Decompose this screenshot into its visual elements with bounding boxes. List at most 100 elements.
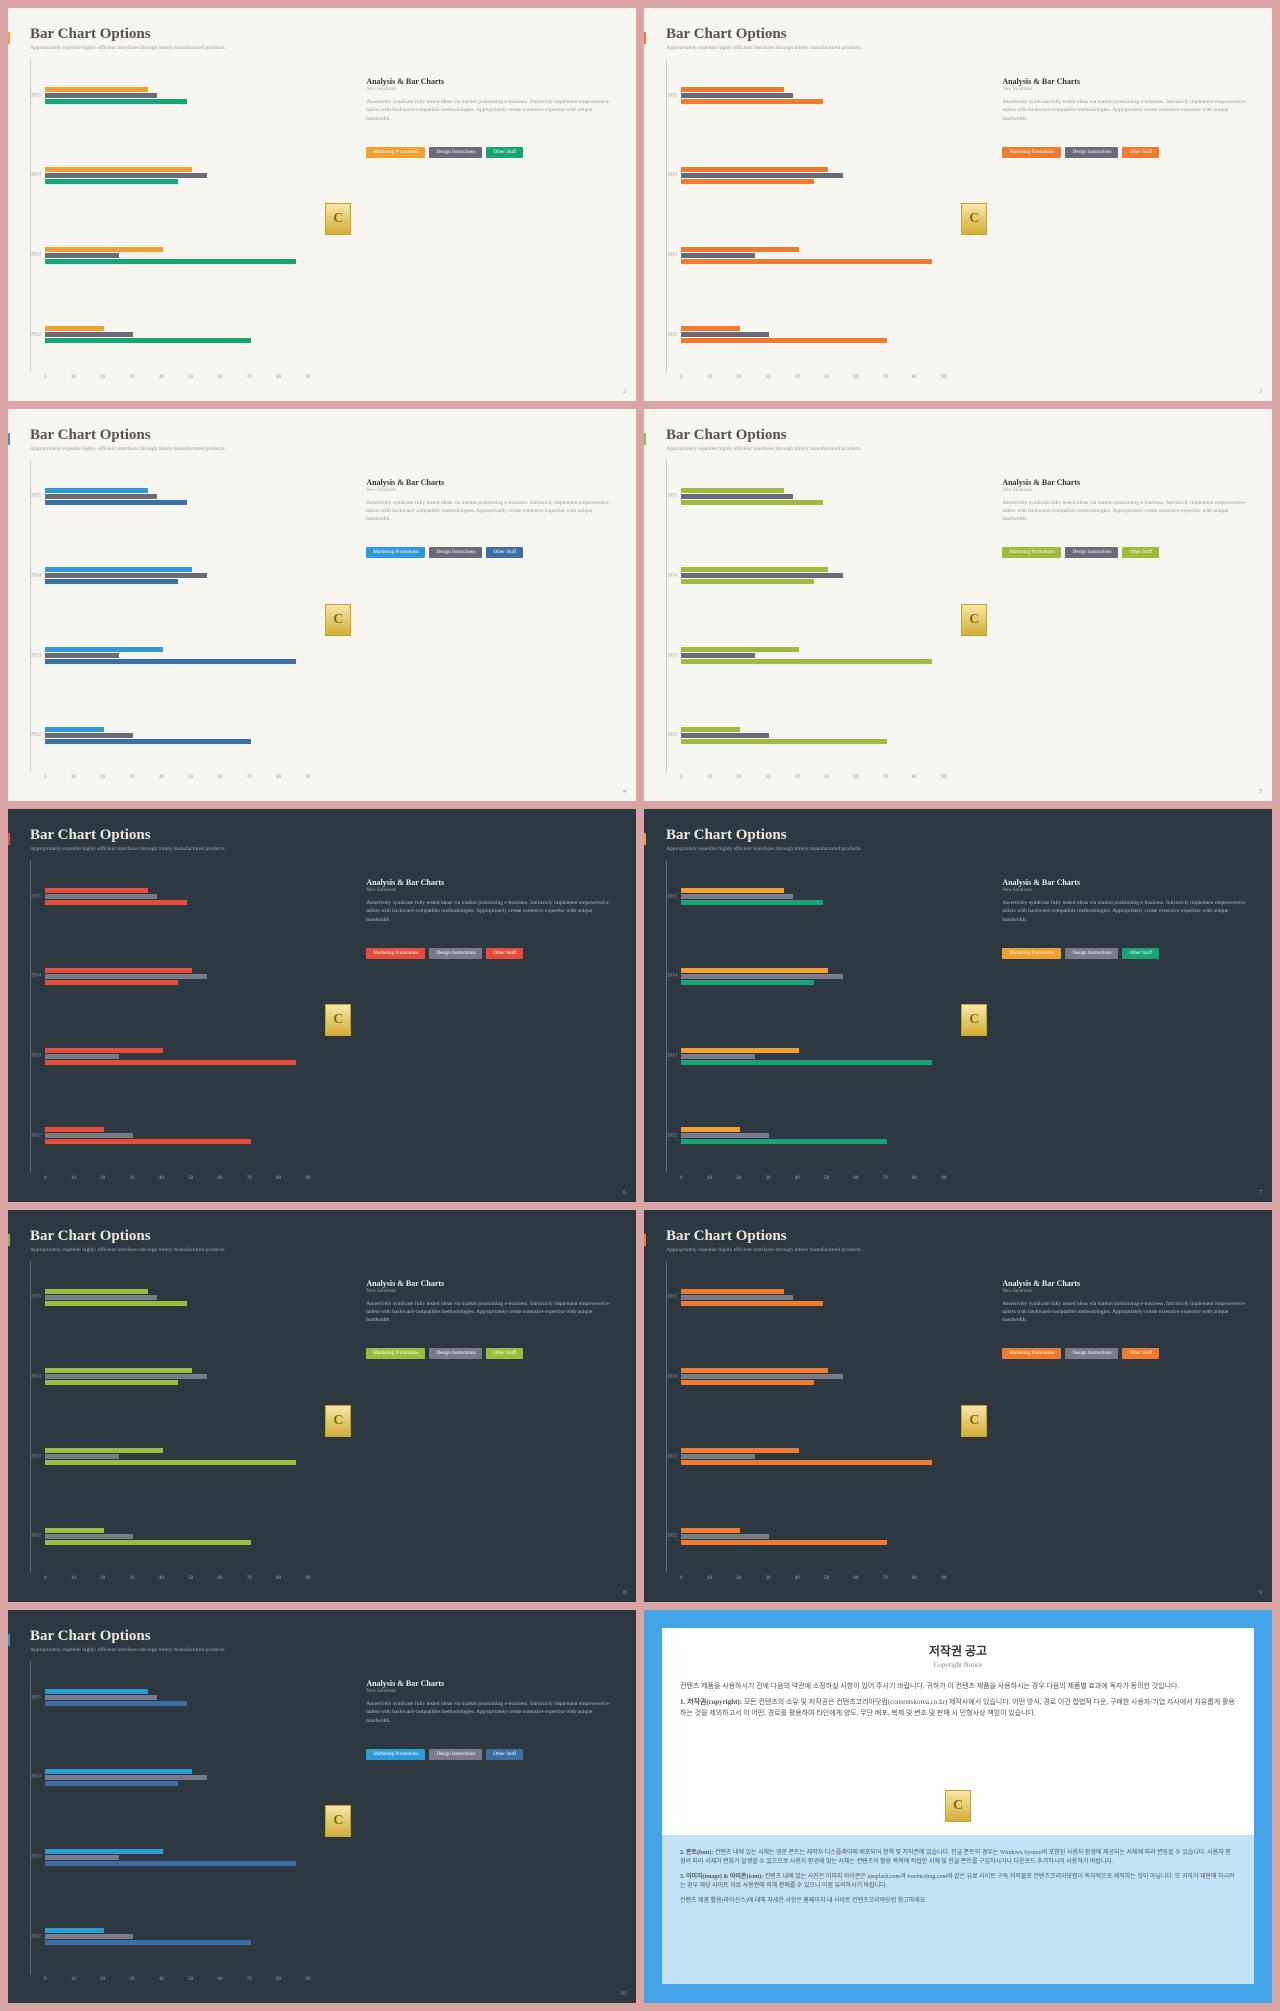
year-label: 2014: [667, 1374, 677, 1379]
accent-bar: [644, 833, 646, 845]
copyright-title-kr: 저작권 공고: [680, 1642, 1236, 1660]
year-label: 2012: [667, 733, 677, 738]
year-group-2013: 2013: [45, 1448, 310, 1465]
legend-item-a[interactable]: Marketing Promotions: [1002, 147, 1061, 158]
x-tick: 20: [100, 1176, 105, 1181]
bar-a: [681, 968, 828, 973]
x-tick: 80: [276, 1977, 281, 1982]
bar-c: [681, 259, 932, 264]
bar-b: [681, 494, 793, 499]
legend-item-b[interactable]: Design Instructions: [1065, 1348, 1118, 1359]
year-group-2012: 2012: [681, 326, 946, 343]
slide-content: 20152014201320120102030405060708090CAnal…: [30, 860, 614, 1181]
bar-c: [45, 338, 251, 343]
x-tick: 40: [795, 375, 800, 380]
legend-item-a[interactable]: Marketing Promotions: [1002, 547, 1061, 558]
bar-c: [45, 99, 187, 104]
bar-a: [45, 1289, 148, 1294]
bar-a: [45, 567, 192, 572]
bar-b: [681, 1295, 793, 1300]
year-group-2015: 2015: [681, 87, 946, 104]
legend-item-a[interactable]: Marketing Promotions: [366, 147, 425, 158]
bar-b: [45, 1775, 207, 1780]
legend: Marketing Promotions Design Instructions O…: [366, 147, 614, 158]
x-tick: 10: [71, 1576, 76, 1581]
x-tick: 90: [941, 775, 946, 780]
bar-b: [45, 1695, 157, 1700]
logo-icon: C: [325, 1405, 351, 1437]
bar-c: [45, 179, 178, 184]
bar-c: [681, 1301, 823, 1306]
legend-item-c[interactable]: Other Stuff: [486, 948, 523, 959]
x-tick: 50: [188, 1176, 193, 1181]
legend: Marketing Promotions Design Instructions O…: [1002, 547, 1250, 558]
x-tick: 10: [71, 775, 76, 780]
legend-item-c[interactable]: Other Stuff: [1122, 1348, 1159, 1359]
legend-item-a[interactable]: Marketing Promotions: [366, 1348, 425, 1359]
year-label: 2012: [667, 1133, 677, 1138]
legend-item-a[interactable]: Marketing Promotions: [366, 547, 425, 558]
legend-item-a[interactable]: Marketing Promotions: [366, 1749, 425, 1760]
legend-item-b[interactable]: Design Instructions: [1065, 547, 1118, 558]
x-tick: 40: [159, 1576, 164, 1581]
legend-item-a[interactable]: Marketing Promotions: [366, 948, 425, 959]
legend-item-c[interactable]: Other Stuff: [486, 147, 523, 158]
year-group-2012: 2012: [45, 1528, 310, 1545]
x-tick: 90: [941, 1576, 946, 1581]
bar-c: [45, 1781, 178, 1786]
x-tick: 70: [247, 775, 252, 780]
bar-c: [45, 579, 178, 584]
accent-bar: [644, 32, 646, 44]
bar-a: [681, 727, 740, 732]
legend-item-b[interactable]: Design Instructions: [429, 1348, 482, 1359]
legend-item-b[interactable]: Design Instructions: [1065, 948, 1118, 959]
legend-item-c[interactable]: Other Stuff: [1122, 547, 1159, 558]
x-tick: 20: [100, 775, 105, 780]
year-group-2015: 2015: [681, 1289, 946, 1306]
legend-item-c[interactable]: Other Stuff: [1122, 948, 1159, 959]
legend-item-c[interactable]: Other Stuff: [1122, 147, 1159, 158]
legend-item-b[interactable]: Design Instructions: [429, 948, 482, 959]
x-tick: 10: [707, 375, 712, 380]
year-group-2013: 2013: [45, 247, 310, 264]
legend-item-c[interactable]: Other Stuff: [486, 1348, 523, 1359]
year-group-2015: 2015: [45, 1289, 310, 1306]
page-number: 4: [623, 789, 626, 795]
x-axis: 0102030405060708090: [30, 775, 310, 780]
year-label: 2015: [31, 1695, 41, 1700]
legend-item-c[interactable]: Other Stuff: [486, 1749, 523, 1760]
x-tick: 80: [912, 775, 917, 780]
legend-item-a[interactable]: Marketing Promotions: [1002, 948, 1061, 959]
legend-item-b[interactable]: Design Instructions: [1065, 147, 1118, 158]
legend-item-b[interactable]: Design Instructions: [429, 1749, 482, 1760]
year-group-2014: 2014: [45, 1368, 310, 1385]
legend-item-b[interactable]: Design Instructions: [429, 147, 482, 158]
bar-a: [45, 1849, 163, 1854]
year-group-2012: 2012: [45, 727, 310, 744]
x-tick: 0: [680, 1176, 683, 1181]
analysis-title: Analysis & Bar Charts: [1002, 478, 1250, 487]
year-label: 2013: [667, 653, 677, 658]
logo-icon: C: [961, 1004, 987, 1036]
slide-subtitle: Appropriately expedite highly efficient …: [666, 446, 1250, 452]
text-column: Analysis & Bar ChartsNew SolutionsAssert…: [366, 1661, 614, 1982]
logo-icon: C: [325, 604, 351, 636]
page-number: 6: [623, 1190, 626, 1196]
analysis-title: Analysis & Bar Charts: [1002, 1279, 1250, 1288]
slide-content: 20152014201320120102030405060708090CAnal…: [666, 460, 1250, 781]
page-number: 8: [623, 1590, 626, 1596]
x-tick: 50: [824, 375, 829, 380]
bar-c: [681, 1460, 932, 1465]
year-group-2013: 2013: [681, 1448, 946, 1465]
analysis-subtitle: New Solutions: [366, 488, 614, 493]
legend-item-b[interactable]: Design Instructions: [429, 547, 482, 558]
year-label: 2012: [31, 1534, 41, 1539]
bar-b: [45, 173, 207, 178]
x-tick: 90: [941, 375, 946, 380]
legend-item-c[interactable]: Other Stuff: [486, 547, 523, 558]
slide-subtitle: Appropriately expedite highly efficient …: [30, 446, 614, 452]
legend: Marketing Promotions Design Instructions O…: [366, 1749, 614, 1760]
legend-item-a[interactable]: Marketing Promotions: [1002, 1348, 1061, 1359]
chart-column: 20152014201320120102030405060708090: [30, 1261, 310, 1582]
bar-c: [45, 1940, 251, 1945]
